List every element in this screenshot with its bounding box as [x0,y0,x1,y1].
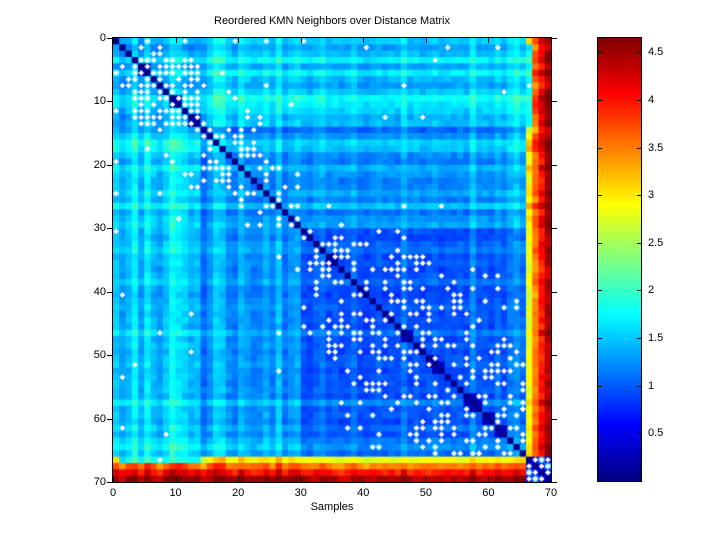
colorbar-tick-mark-right [637,52,641,54]
colorbar [597,37,642,482]
x-tick-mark [113,477,114,482]
colorbar-tick-label: 2 [648,284,655,297]
y-tick-mark-right [552,228,557,230]
x-tick-mark-top [363,38,365,43]
y-tick-mark [107,228,112,230]
colorbar-tick-mark-left [598,242,602,244]
y-tick-label: 10 [93,95,106,108]
y-tick-mark [107,482,112,483]
y-tick-label: 40 [93,285,106,298]
x-tick-label: 40 [357,487,370,499]
x-tick-mark-top [175,38,177,43]
x-tick-mark [300,477,302,482]
colorbar-tick-mark-left [598,52,602,54]
x-tick-mark-top [300,38,302,43]
colorbar-tick-mark-left [598,338,602,340]
y-tick-label: 20 [93,158,106,171]
colorbar-tick-mark-left [598,433,602,435]
colorbar-tick-label: 3 [648,189,655,202]
x-tick-label: 30 [294,487,307,499]
y-tick-mark [107,38,112,39]
colorbar-tick-mark-right [637,99,641,101]
x-tick-mark-top [551,38,552,43]
y-tick-mark-right [552,355,557,357]
x-tick-mark-top [238,38,240,43]
colorbar-tick-label: 4 [648,93,655,106]
y-tick-label: 30 [93,222,106,235]
colorbar-tick-mark-right [637,147,641,149]
y-tick-label: 70 [93,476,106,488]
x-tick-mark-top [113,38,114,43]
colorbar-tick-label: 2.5 [648,236,664,249]
colorbar-tick-mark-left [598,99,602,101]
colorbar-tick-mark-left [598,195,602,197]
x-tick-label: 20 [232,487,245,499]
y-tick-mark [107,355,112,357]
chart-title: Reordered KMN Neighbors over Distance Ma… [214,15,450,27]
y-tick-mark [107,164,112,166]
x-tick-mark [363,477,365,482]
y-tick-mark [107,418,112,420]
colorbar-tick-label: 1.5 [648,332,664,345]
x-tick-mark-top [488,38,490,43]
colorbar-tick-mark-right [637,195,641,197]
y-tick-mark [107,291,112,293]
y-tick-mark-right [552,38,557,39]
x-tick-mark [238,477,240,482]
heatmap-axes [112,37,552,483]
colorbar-tick-label: 1 [648,379,655,392]
colorbar-tick-mark-right [637,385,641,387]
colorbar-tick-mark-right [637,290,641,292]
x-tick-label: 60 [482,487,495,499]
colorbar-tick-mark-left [598,385,602,387]
y-tick-mark [107,101,112,103]
y-tick-mark-right [552,164,557,166]
x-tick-mark [488,477,490,482]
colorbar-tick-label: 3.5 [648,141,664,154]
x-tick-label: 50 [419,487,432,499]
colorbar-tick-mark-right [637,433,641,435]
x-tick-mark [551,477,552,482]
colorbar-tick-mark-right [637,242,641,244]
y-tick-label: 60 [93,412,106,425]
x-axis-label: Samples [310,501,354,513]
x-tick-mark [425,477,427,482]
x-tick-label: 0 [109,487,117,499]
x-tick-mark [175,477,177,482]
x-tick-mark-top [425,38,427,43]
distance-matrix-heatmap [113,38,551,482]
y-tick-mark-right [552,101,557,103]
colorbar-tick-label: 0.5 [648,427,664,440]
y-tick-mark-right [552,291,557,293]
colorbar-tick-mark-left [598,147,602,149]
colorbar-tick-label: 4.5 [648,46,664,59]
y-tick-label: 50 [93,349,106,362]
x-tick-label: 70 [544,487,558,499]
y-tick-mark-right [552,482,557,483]
y-tick-label: 0 [99,32,106,44]
colorbar-gradient [598,38,641,481]
colorbar-tick-mark-right [637,338,641,340]
colorbar-tick-mark-left [598,290,602,292]
y-tick-mark-right [552,418,557,420]
x-tick-label: 10 [169,487,182,499]
